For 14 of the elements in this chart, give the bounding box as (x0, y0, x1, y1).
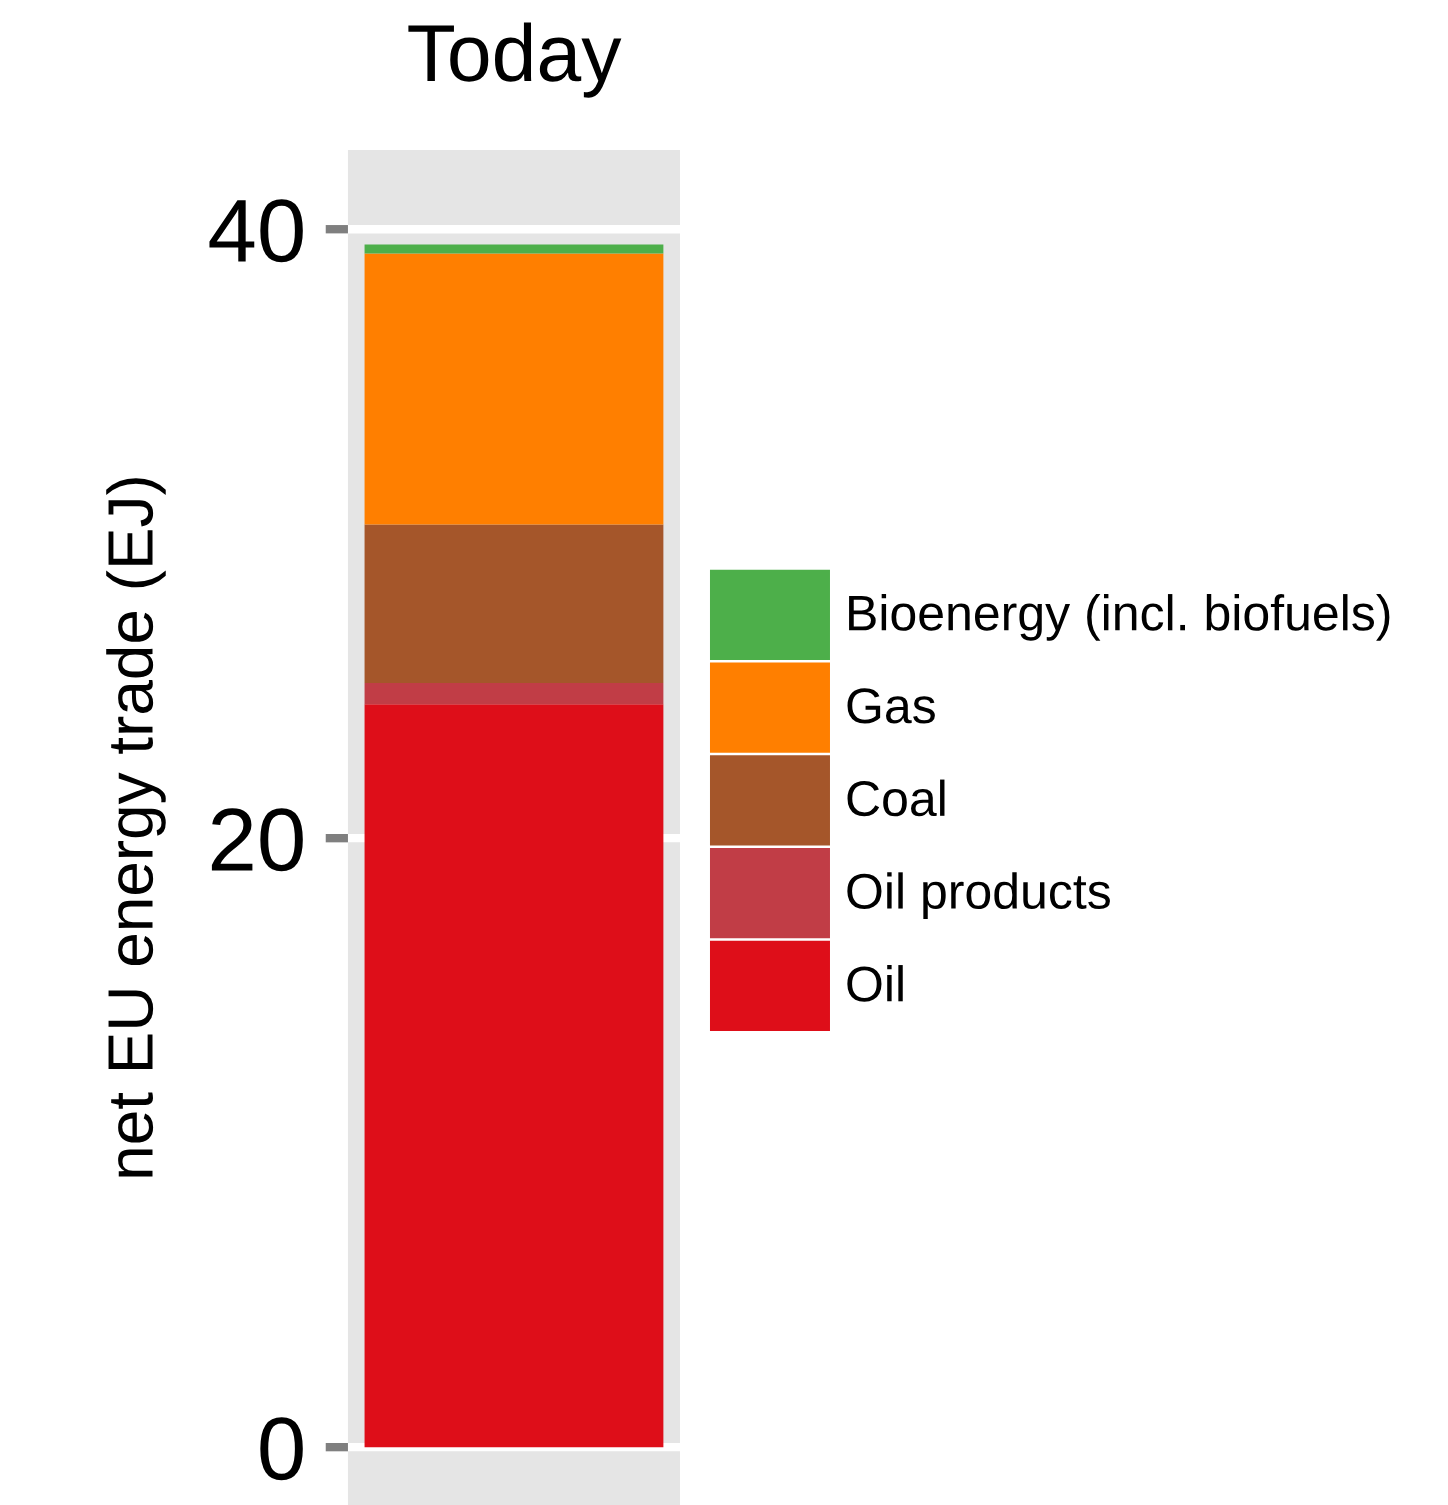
y-axis-title: net EU energy trade (EJ) (106, 478, 166, 1177)
y-tick-label: 20 (211, 808, 303, 872)
y-tick-label: 0 (260, 1417, 303, 1481)
chart-title: Today (408, 22, 622, 98)
bar (364, 244, 664, 254)
bar (364, 253, 664, 525)
bar (364, 682, 664, 705)
legend-label: Bioenergy (incl. biofuels) (849, 594, 1390, 641)
legend-label: Oil products (847, 872, 1110, 919)
legend-label: Oil (847, 965, 903, 1002)
y-tick-label: 40 (209, 199, 303, 263)
bar (364, 524, 664, 683)
legend-label: Gas (847, 688, 935, 724)
legend-label: Coal (847, 779, 945, 817)
